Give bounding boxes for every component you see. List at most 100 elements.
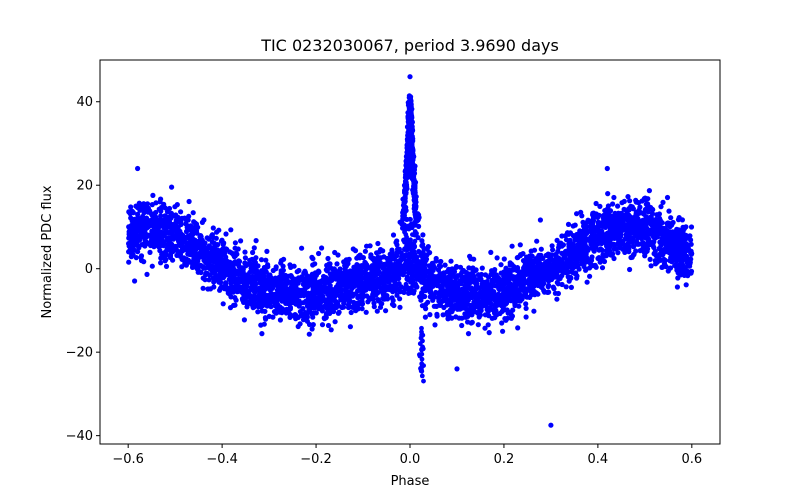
data-point [470,265,476,271]
data-point [680,224,686,230]
data-point [437,263,444,269]
data-point [621,206,627,212]
data-point [611,241,617,247]
data-point [448,295,455,301]
data-point [571,252,577,258]
data-point [583,267,589,273]
data-point [434,274,440,280]
data-point [516,289,522,295]
data-point [628,254,634,261]
data-point [191,219,197,225]
data-point [421,277,427,283]
data-point [523,314,529,320]
data-point [136,228,142,234]
data-point [410,280,416,285]
data-point [192,237,198,243]
data-point [688,224,695,230]
x-tick-label: 0.0 [400,452,421,467]
data-point [359,306,365,312]
data-point [579,256,585,262]
data-point [410,269,416,275]
data-point [382,294,388,300]
data-point [497,280,503,287]
data-point [607,244,613,250]
x-tick-label: −0.4 [206,452,238,467]
data-point [636,241,642,247]
data-point [297,321,303,327]
data-point [504,295,510,301]
data-point [261,264,267,271]
data-point [139,204,145,210]
data-point [198,240,204,246]
data-point [129,237,135,243]
data-point [263,257,269,263]
data-point [135,165,141,172]
data-point [557,276,563,282]
data-point [131,225,137,231]
data-point [339,276,345,283]
data-point [296,275,302,281]
data-point [611,194,617,201]
data-point [646,241,652,247]
data-point [457,306,463,312]
data-point [439,284,445,290]
data-point [403,178,409,184]
data-point [390,232,397,238]
data-point [328,327,334,333]
data-point [548,422,554,428]
data-point [244,304,250,310]
data-point [183,228,190,235]
data-point [358,274,364,280]
data-point [611,215,617,221]
data-point [368,279,375,286]
data-point [405,144,411,150]
data-point [229,266,236,272]
data-point [541,287,547,294]
data-point [128,204,134,210]
data-point [166,246,172,252]
data-point [128,245,134,251]
data-point [433,255,439,262]
data-point [670,251,676,257]
data-point [512,284,519,290]
data-point [546,282,552,288]
data-point [417,341,423,347]
data-point [604,217,611,224]
data-point [599,240,605,246]
data-point [403,160,409,166]
data-point [256,292,262,298]
data-point [306,321,313,328]
data-point [170,248,176,255]
data-point [653,261,659,267]
data-point [202,265,208,271]
data-point [388,256,394,262]
data-point [626,207,632,213]
data-point [145,240,151,246]
data-point [523,305,529,311]
data-point [530,289,536,295]
data-point [263,269,269,275]
data-point [618,234,624,240]
data-point [653,216,659,223]
data-point [646,188,653,194]
data-point [517,242,523,248]
data-point [225,270,231,276]
data-point [506,280,512,286]
data-point [577,232,583,238]
data-point [412,232,417,238]
data-point [177,253,183,259]
data-point [423,306,429,312]
data-point [358,268,364,274]
data-point [234,289,240,295]
data-point [230,284,237,290]
data-point [257,280,263,286]
x-axis-label: Phase [391,474,430,489]
data-point [263,316,269,322]
data-point [363,280,369,286]
data-point [164,208,170,215]
data-point [565,221,572,227]
data-point [641,211,647,217]
data-point [422,314,428,320]
data-point [276,309,282,315]
data-point [232,245,238,251]
